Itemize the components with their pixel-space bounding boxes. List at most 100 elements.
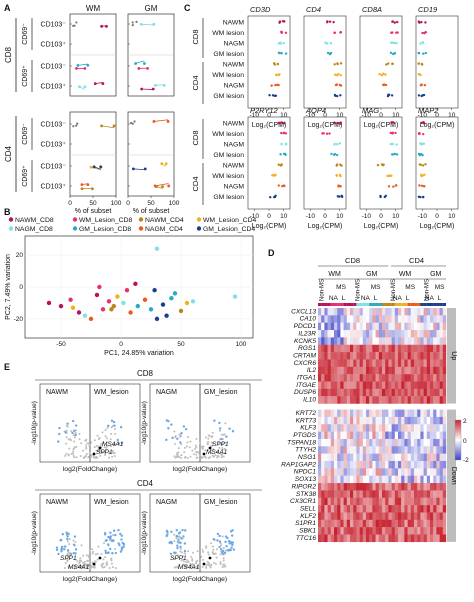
volcano-point [112, 444, 115, 447]
heatmap-cell [334, 438, 338, 447]
heatmap-cell [382, 322, 386, 331]
heatmap-cell [362, 308, 367, 316]
volcano-point [113, 547, 116, 550]
volcano-point [100, 553, 103, 556]
heatmap-cell [330, 344, 335, 353]
heatmap-cell [436, 424, 440, 432]
heatmap-cell [353, 483, 357, 491]
heatmap-cell [398, 512, 402, 520]
heatmap-cell [414, 512, 418, 520]
heatmap-cell [442, 352, 447, 360]
heatmap-cell [343, 483, 347, 491]
volcano-sig-point [169, 552, 173, 555]
gene-label: SPP1 [212, 441, 229, 448]
volcano-point [73, 436, 76, 439]
heatmap-cell [436, 453, 440, 462]
pair-point [143, 167, 147, 171]
heatmap-cell [340, 337, 344, 345]
heatmap-cell [417, 374, 421, 382]
heatmap-cell [369, 308, 373, 316]
heatmap-cell [378, 438, 383, 447]
volcano-point [85, 447, 88, 450]
panel-e-ylabel: -log10(p-value) [141, 401, 148, 445]
heatmap-cell [417, 468, 421, 476]
heatmap-cell [330, 512, 335, 520]
heatmap-cell [340, 374, 344, 382]
heatmap-cell [362, 388, 367, 397]
heatmap-cell [330, 381, 335, 390]
x-tick-label: 10 [392, 213, 400, 220]
expression-point [333, 31, 337, 34]
heatmap-cell [362, 490, 367, 498]
heatmap-cell [378, 461, 383, 469]
heatmap-cell [318, 366, 322, 375]
heatmap-cell [394, 308, 399, 316]
heatmap-cell [378, 322, 383, 331]
heatmap-cell [327, 416, 331, 425]
volcano-point [180, 443, 183, 446]
heatmap-cell [420, 534, 424, 543]
expression-point [390, 121, 393, 124]
volcano-sig-point [179, 545, 182, 549]
heatmap-cell [394, 497, 399, 506]
heatmap-cell [394, 527, 399, 535]
volcano-point [88, 561, 91, 564]
heatmap-cell [404, 438, 408, 447]
heatmap-cell [442, 359, 447, 367]
heatmap-cell [350, 512, 354, 520]
expression-point [277, 121, 281, 125]
heatmap-cell [375, 461, 379, 469]
volcano-point [100, 449, 103, 452]
heatmap-cell [321, 330, 325, 338]
heatmap-cell [391, 527, 395, 535]
volcano-sig-point [177, 541, 180, 544]
heatmap-cell [378, 512, 383, 520]
volcano-sig-point [73, 535, 77, 538]
panel-b-letter: B [4, 207, 11, 217]
heatmap-cell [366, 322, 370, 331]
panel-a-letter: A [4, 3, 11, 13]
heatmap-cell [423, 396, 427, 404]
heatmap-cell [398, 409, 402, 418]
x-tick-label: 10 [336, 112, 344, 119]
x-tick-label: -10 [362, 112, 372, 119]
volcano-point [179, 456, 182, 459]
heatmap-cell [343, 359, 347, 367]
heatmap-cell [407, 308, 411, 316]
heatmap-cell [359, 534, 363, 543]
pair-line [135, 60, 145, 64]
heatmap-cell [442, 315, 447, 323]
volcano-point [69, 438, 72, 441]
heatmap-cell [359, 512, 363, 520]
heatmap-cell [375, 497, 379, 506]
heatmap-gene-label: STK38 [296, 491, 316, 498]
heatmap-sub-label: MS [435, 284, 445, 291]
heatmap-cell [398, 352, 402, 360]
heatmap-cell [324, 388, 328, 397]
expression-point [419, 42, 422, 45]
expression-point [328, 53, 332, 56]
heatmap-cell [356, 374, 360, 382]
expression-point [332, 20, 335, 24]
heatmap-cell [362, 431, 367, 440]
volcano-point [199, 442, 202, 445]
heatmap-cell [407, 512, 411, 520]
heatmap-cell [382, 344, 386, 353]
heatmap-cell [353, 475, 357, 484]
heatmap-cell [346, 505, 351, 513]
x-tick-label: -10 [362, 213, 372, 220]
heatmap-cell [417, 497, 421, 506]
volcano-point [79, 455, 82, 458]
heatmap-cell [401, 453, 405, 462]
heatmap-cell [375, 483, 379, 491]
heatmap-cell [436, 381, 440, 390]
heatmap-cell [388, 308, 392, 316]
heatmap-cell [375, 534, 379, 543]
expression-point [394, 131, 397, 135]
heatmap-cell [359, 359, 363, 367]
heatmap-cell [414, 483, 418, 491]
volcano-sig-point [167, 427, 170, 430]
heatmap-cell [433, 446, 437, 454]
x-tick-label: -50 [56, 341, 66, 348]
heatmap-cell [423, 497, 427, 506]
